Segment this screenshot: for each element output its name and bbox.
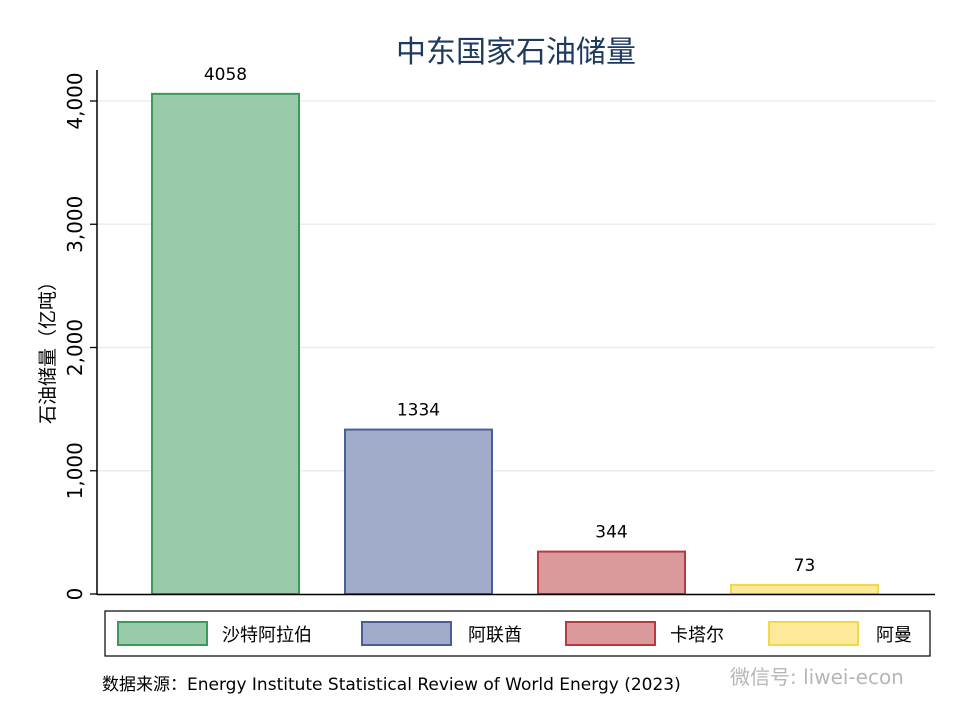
legend-label: 沙特阿拉伯 [222,625,312,646]
legend-swatch [117,621,208,646]
legend-label: 卡塔尔 [670,625,724,646]
y-tick-label: 1,000 [63,442,87,499]
legend-label: 阿联酋 [468,625,522,646]
y-tick-label: 4,000 [63,72,87,129]
data-label: 344 [595,523,627,543]
bar [730,584,879,595]
data-label: 73 [794,556,816,576]
watermark: 微信号: liwei-econ [730,665,904,689]
bar [537,550,686,595]
legend-swatch [565,621,656,646]
source-note: 数据来源：Energy Institute Statistical Review… [102,675,681,695]
bar [344,428,493,595]
legend-swatch [768,621,859,646]
bar [151,92,300,595]
y-tick-label: 0 [63,588,87,601]
chart-title: 中东国家石油储量 [396,35,636,70]
legend-swatch [361,621,452,646]
data-label: 4058 [204,65,247,85]
y-tick-label: 3,000 [63,196,87,253]
legend-label: 阿曼 [876,625,912,646]
data-label: 1334 [397,401,440,421]
y-axis-label: 石油储量（亿吨） [37,272,59,424]
y-tick-label: 2,000 [63,319,87,376]
